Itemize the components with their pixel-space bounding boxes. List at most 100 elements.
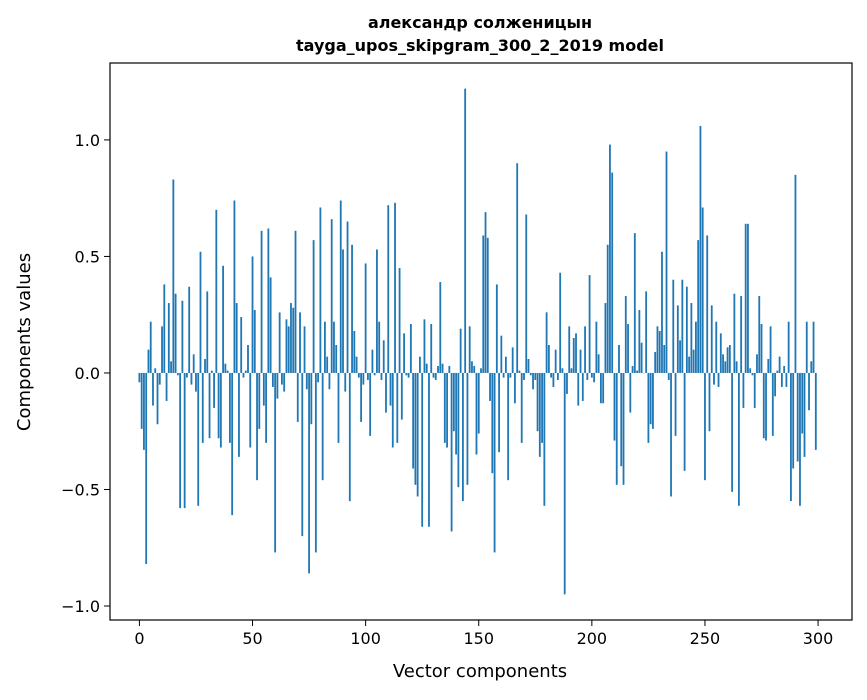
- y-tick-label: −0.5: [61, 480, 100, 499]
- bar: [437, 366, 439, 373]
- bar: [231, 373, 233, 515]
- bar: [485, 212, 487, 373]
- bar: [482, 235, 484, 373]
- bar: [729, 345, 731, 373]
- bar: [634, 233, 636, 373]
- bar: [329, 373, 331, 389]
- bar: [446, 373, 448, 448]
- bar: [362, 373, 364, 385]
- bar: [286, 319, 288, 373]
- bar: [150, 322, 152, 373]
- bar: [179, 373, 181, 508]
- bar: [666, 152, 668, 373]
- bar: [695, 322, 697, 373]
- bar: [537, 373, 539, 431]
- bar: [580, 350, 582, 373]
- bar: [641, 343, 643, 373]
- bar: [390, 373, 392, 406]
- bar: [532, 373, 534, 389]
- bar: [374, 373, 376, 375]
- bar: [743, 373, 745, 408]
- bar: [568, 326, 570, 373]
- bar: [510, 373, 512, 378]
- bar: [252, 256, 254, 373]
- bar: [272, 373, 274, 387]
- bar: [295, 231, 297, 373]
- bar: [573, 338, 575, 373]
- bar: [288, 326, 290, 373]
- bar: [534, 373, 536, 380]
- bar: [430, 324, 432, 373]
- bar: [690, 303, 692, 373]
- bar: [229, 373, 231, 443]
- bar: [772, 373, 774, 436]
- bar: [638, 310, 640, 373]
- bar: [623, 373, 625, 485]
- bar: [700, 126, 702, 373]
- bar: [711, 305, 713, 373]
- bar: [795, 175, 797, 373]
- bar: [770, 326, 772, 373]
- bar: [543, 373, 545, 506]
- bar: [541, 373, 543, 443]
- bar: [799, 373, 801, 506]
- bar: [405, 373, 407, 375]
- bar: [218, 373, 220, 438]
- y-tick-label: 1.0: [75, 131, 100, 150]
- bar: [693, 350, 695, 373]
- bar: [206, 291, 208, 373]
- bar: [552, 373, 554, 387]
- bar: [727, 347, 729, 373]
- bar: [718, 373, 720, 387]
- bar: [234, 201, 236, 373]
- bar: [143, 373, 145, 450]
- bar: [550, 373, 552, 378]
- bar: [152, 373, 154, 406]
- bar: [575, 333, 577, 373]
- bar: [783, 366, 785, 373]
- bar: [491, 373, 493, 473]
- bar: [713, 373, 715, 385]
- bar: [607, 245, 609, 373]
- bar: [801, 373, 803, 434]
- bar: [358, 373, 360, 378]
- x-tick-label: 50: [242, 629, 262, 648]
- bar: [528, 359, 530, 373]
- bar: [186, 373, 188, 378]
- bar: [417, 373, 419, 497]
- bar: [731, 373, 733, 492]
- bar: [215, 210, 217, 373]
- bar: [353, 331, 355, 373]
- bar: [356, 357, 358, 373]
- bar: [290, 303, 292, 373]
- bar: [249, 373, 251, 448]
- bar: [396, 373, 398, 443]
- bar: [629, 373, 631, 413]
- bar: [813, 322, 815, 373]
- bar: [684, 373, 686, 471]
- bar: [279, 312, 281, 373]
- bar: [200, 252, 202, 373]
- bar: [609, 145, 611, 373]
- bar: [706, 235, 708, 373]
- bar: [168, 303, 170, 373]
- bar: [464, 89, 466, 373]
- x-tick-label: 0: [134, 629, 144, 648]
- bar: [806, 322, 808, 373]
- bar: [184, 373, 186, 508]
- bar: [383, 340, 385, 373]
- bar: [347, 221, 349, 372]
- bar: [677, 305, 679, 373]
- bar: [670, 373, 672, 497]
- bar: [525, 214, 527, 372]
- bar: [455, 373, 457, 455]
- x-tick-label: 150: [463, 629, 494, 648]
- bar: [557, 373, 559, 380]
- bar: [736, 361, 738, 373]
- bar: [399, 268, 401, 373]
- bar: [584, 326, 586, 373]
- bar: [620, 373, 622, 466]
- bar: [745, 224, 747, 373]
- bar: [593, 373, 595, 382]
